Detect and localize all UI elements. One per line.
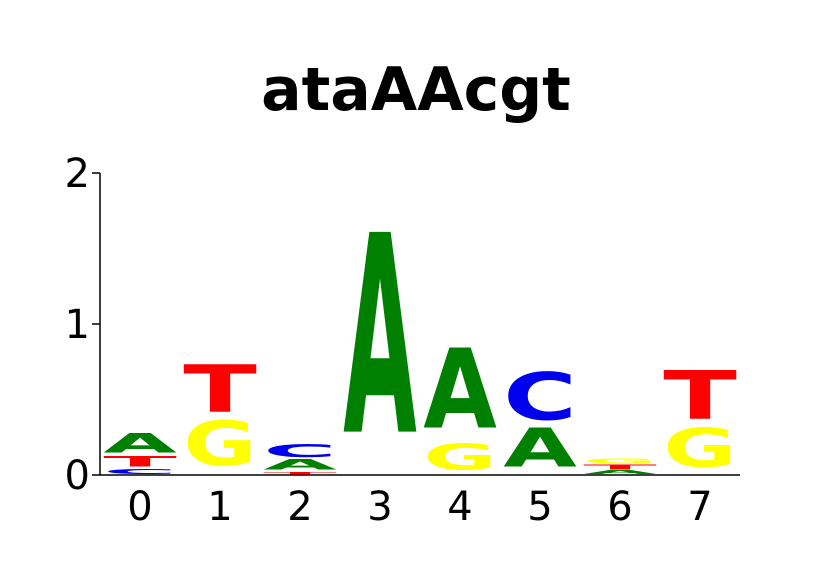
x-tick-label: 6 — [607, 484, 632, 530]
logo-letter-t: T — [663, 358, 737, 436]
logo-letter-g: G — [663, 418, 737, 479]
y-tick-label: 1 — [65, 302, 90, 348]
y-axis-ticks: 0 1 2 — [65, 151, 100, 499]
logo-letter-c: C — [503, 358, 577, 434]
logo-letter-a: A — [263, 457, 337, 473]
x-tick-label: 1 — [207, 484, 232, 530]
x-tick-label: 7 — [687, 484, 712, 530]
logo-letter-a: A — [423, 327, 497, 454]
logo-letter-a: A — [103, 428, 177, 459]
y-tick-label: 2 — [65, 151, 90, 197]
logo-letter-a: A — [503, 418, 577, 479]
logo-letter-t: T — [263, 471, 337, 475]
x-tick-label: 3 — [367, 484, 392, 530]
logo-letter-t: T — [183, 352, 257, 428]
logo-letter-t: T — [103, 454, 177, 470]
logo-letter-a: A — [583, 469, 657, 475]
logo-letter-g: G — [583, 457, 657, 465]
logo-letter-g: G — [183, 409, 257, 480]
x-tick-label: 4 — [447, 484, 472, 530]
x-axis-ticks: 0 1 2 3 4 5 6 7 — [127, 484, 712, 530]
logo-letter-c: C — [263, 441, 337, 462]
logo-letter-t: T — [583, 463, 657, 471]
logo-letter-g: G — [423, 437, 497, 478]
logo-letter-a: A — [343, 179, 417, 497]
chart-title: ataAAcgt — [261, 55, 571, 125]
x-tick-label: 2 — [287, 484, 312, 530]
logo-letter-c: C — [103, 467, 177, 475]
x-tick-label: 5 — [527, 484, 552, 530]
y-tick-label: 0 — [65, 453, 90, 499]
x-tick-label: 0 — [127, 484, 152, 530]
